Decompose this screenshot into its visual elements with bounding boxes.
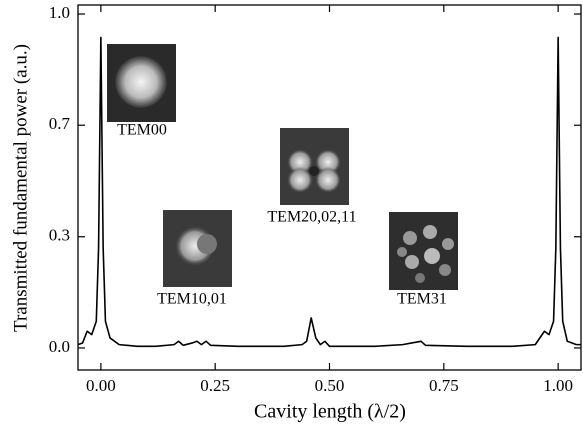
y-tick-label: 1.0 [49,3,70,22]
x-tick-label: 0.50 [315,376,345,395]
x-axis-label: Cavity length (λ/2) [254,401,406,423]
annotation: TEM20,02,11 [267,209,356,226]
mode-image [280,128,349,205]
annotation: TEM31 [397,291,447,308]
x-tick-label: 0.25 [200,376,230,395]
mode-image [163,210,232,287]
annotation: TEM10,01 [157,291,227,308]
x-tick-label: 0.75 [429,376,459,395]
mode-image [107,44,176,122]
y-axis-label: Transmitted fundamental power (a.u.) [10,44,31,332]
x-tick-label: 1.00 [543,376,573,395]
mode-image [389,212,458,290]
data-line [77,36,581,348]
x-tick-label: 0.00 [86,376,116,395]
y-tick-label: 0.7 [49,114,71,133]
annotation: TEM00 [117,122,167,139]
y-tick-label: 0.0 [49,337,70,356]
y-tick-label: 0.3 [49,226,70,245]
